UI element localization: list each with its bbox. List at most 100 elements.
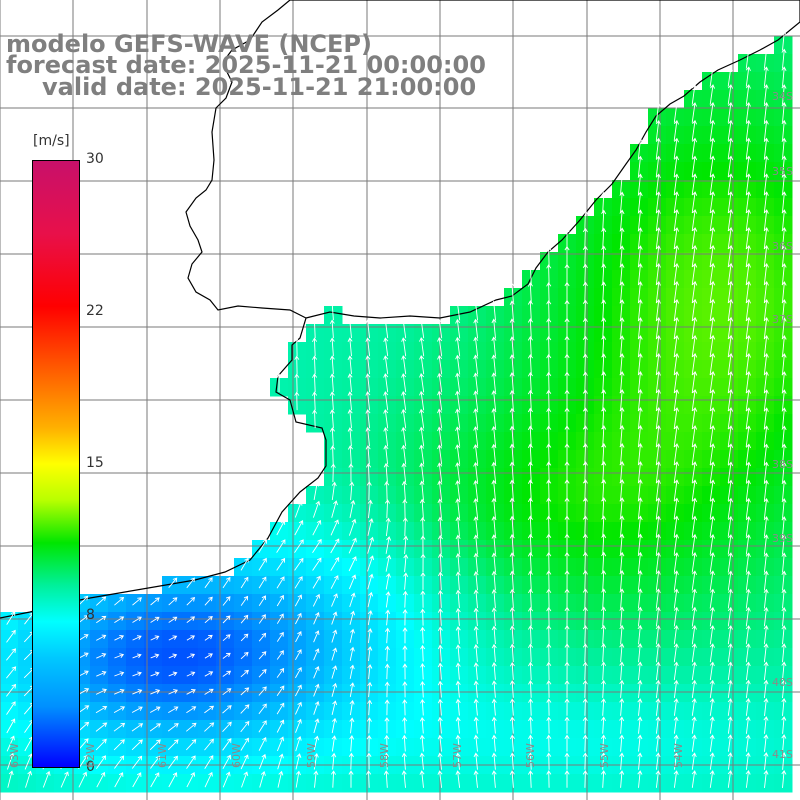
wind-arrow <box>204 755 214 769</box>
wind-arrow <box>546 588 552 609</box>
wind-arrow <box>619 752 625 770</box>
wind-arrow <box>294 391 300 411</box>
wind-arrow <box>637 533 643 555</box>
wind-arrow <box>437 516 443 537</box>
wind-arrow <box>419 770 425 788</box>
wind-arrow <box>329 373 335 393</box>
wind-arrow <box>655 588 661 609</box>
wind-arrow <box>96 615 107 624</box>
wind-arrow <box>601 407 607 430</box>
wind-arrow <box>294 576 303 589</box>
wind-arrow <box>131 723 144 732</box>
wind-arrow <box>349 628 355 643</box>
wind-arrow <box>727 606 733 627</box>
wind-arrow <box>420 553 426 573</box>
wind-arrow <box>186 722 197 732</box>
wind-arrow <box>727 661 733 681</box>
wind-arrow <box>601 533 607 555</box>
wind-arrow <box>25 770 33 788</box>
lon-label-54w: 54W <box>672 743 685 768</box>
wind-arrow <box>402 627 408 644</box>
wind-arrow <box>619 661 625 681</box>
wind-arrow <box>420 644 426 662</box>
wind-arrow <box>637 353 643 376</box>
wind-arrow <box>150 597 160 606</box>
wind-arrow <box>331 647 338 661</box>
wind-arrow <box>168 616 178 623</box>
wind-arrow <box>582 335 588 357</box>
wind-arrow <box>709 515 716 537</box>
wind-arrow <box>509 552 515 573</box>
wind-arrow <box>781 48 787 69</box>
wind-arrow <box>455 680 461 698</box>
wind-arrow <box>619 588 625 609</box>
wind-arrow <box>727 643 733 663</box>
wind-arrow <box>491 552 497 573</box>
wind-arrow <box>691 552 698 573</box>
lon-label-61w: 61W <box>156 743 169 768</box>
wind-arrow <box>96 670 107 677</box>
wind-arrow <box>582 643 588 663</box>
wind-arrow <box>401 462 407 483</box>
wind-arrow <box>329 355 335 375</box>
wind-arrow <box>619 497 625 520</box>
wind-arrow <box>655 281 661 304</box>
wind-arrow <box>528 570 533 591</box>
wind-arrow <box>455 318 461 339</box>
wind-arrow <box>673 227 680 250</box>
wind-arrow <box>258 632 267 642</box>
wind-arrow <box>419 462 425 483</box>
wind-arrow <box>655 734 661 752</box>
wind-arrow <box>401 444 407 465</box>
wind-arrow <box>655 371 661 394</box>
wind-arrow <box>601 389 607 412</box>
wind-arrow <box>491 607 497 627</box>
wind-arrow <box>763 552 769 573</box>
wind-arrow <box>367 499 373 519</box>
wind-arrow <box>132 635 142 641</box>
wind-arrow <box>437 608 443 626</box>
wind-arrow <box>455 534 461 555</box>
wind-arrow <box>727 389 734 412</box>
wind-arrow <box>546 533 552 555</box>
wind-arrow <box>564 679 570 698</box>
wind-arrow <box>781 570 787 591</box>
wind-arrow <box>419 337 425 357</box>
wind-arrow <box>691 716 697 734</box>
wind-arrow <box>763 679 769 699</box>
wind-arrow <box>619 643 625 663</box>
lon-label-63w: 63W <box>8 743 21 768</box>
wind-arrow <box>546 661 552 681</box>
wind-arrow <box>149 739 161 751</box>
wind-arrow <box>258 539 268 553</box>
wind-arrow <box>673 643 679 663</box>
wind-arrow <box>691 244 698 268</box>
wind-arrow <box>527 389 533 411</box>
wind-arrow <box>546 643 552 663</box>
wind-arrow <box>437 480 443 501</box>
wind-arrow <box>78 771 88 788</box>
wind-arrow <box>727 137 734 159</box>
wind-arrow <box>367 555 375 572</box>
wind-arrow <box>455 770 461 788</box>
wind-arrow <box>655 425 661 448</box>
wind-arrow <box>781 389 787 411</box>
wind-arrow <box>294 355 300 375</box>
wind-arrow <box>655 551 661 573</box>
wind-arrow <box>258 703 267 715</box>
wind-arrow <box>601 281 607 303</box>
wind-arrow <box>637 606 643 627</box>
lat-label-36s: 36S <box>772 240 793 253</box>
wind-arrow <box>655 119 661 141</box>
wind-arrow <box>781 245 787 268</box>
wind-arrow <box>473 644 479 662</box>
wind-arrow <box>295 735 302 752</box>
wind-arrow <box>419 734 425 752</box>
wind-arrow <box>331 700 338 716</box>
wind-arrow <box>349 664 355 679</box>
wind-arrow <box>6 629 16 643</box>
wind-arrow <box>240 595 249 606</box>
wind-arrow <box>781 371 787 394</box>
wind-arrow <box>619 624 625 645</box>
